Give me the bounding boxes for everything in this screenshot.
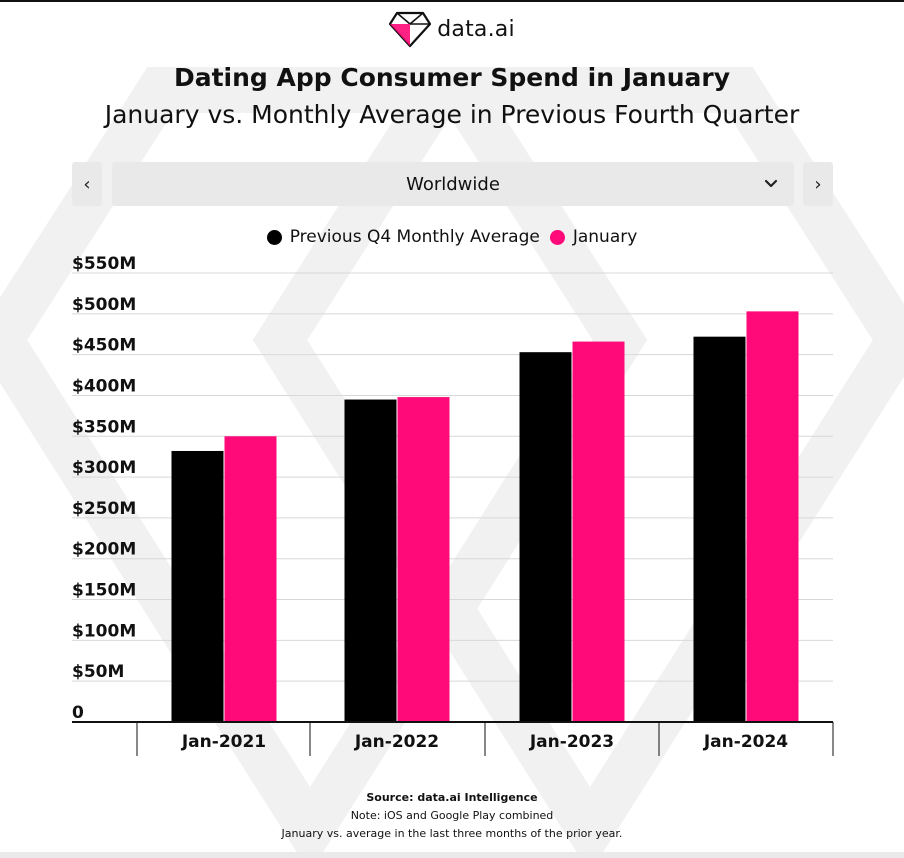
bar [171,450,224,722]
y-tick-label: $150M [72,581,136,601]
region-label: Worldwide [406,173,500,195]
chevron-left-icon: ‹ [83,173,91,195]
brand-header: data.ai [0,10,904,48]
legend-label-q4: Previous Q4 Monthly Average [289,227,540,247]
legend-item-january[interactable]: January [549,227,638,247]
bar [519,352,572,722]
bar [224,436,277,722]
bar [746,311,799,722]
region-dropdown[interactable]: Worldwide [112,162,794,206]
y-tick-label: $50M [72,662,124,682]
bar-chart: 0 $50M $100M $150M $200M $250M $300M $350M $400M… [72,254,834,756]
x-tick-label: Jan-2022 [354,732,439,752]
y-tick-label: $500M [72,295,136,315]
note-definition: January vs. average in the last three mo… [281,827,623,840]
y-tick-label: $400M [72,376,136,396]
chart-subtitle: January vs. Monthly Average in Previous … [104,100,800,129]
top-border [0,0,904,2]
brand-name: data.ai [437,16,515,42]
bottom-bar [0,852,904,858]
y-tick-label: 0 [72,703,84,723]
y-tick-label: $450M [72,336,136,356]
chart-title: Dating App Consumer Spend in January [173,63,730,92]
bar [572,341,625,722]
chevron-right-icon: › [814,173,822,195]
y-tick-label: $350M [72,417,136,437]
legend-item-q4[interactable]: Previous Q4 Monthly Average [266,227,540,247]
x-tick-label: Jan-2024 [703,732,788,752]
source-text: Source: data.ai Intelligence [366,791,538,804]
legend-swatch-january [549,229,565,245]
chart-legend: Previous Q4 Monthly Average January [0,227,904,247]
y-tick-label: $550M [72,254,136,274]
bar [344,399,397,722]
y-tick-label: $300M [72,458,136,478]
bar [693,336,746,722]
y-tick-label: $200M [72,540,136,560]
note-platforms: Note: iOS and Google Play combined [350,809,554,822]
y-tick-label: $250M [72,499,136,519]
bar [397,397,450,722]
x-tick-label: Jan-2023 [529,732,614,752]
legend-label-january: January [572,227,638,247]
previous-button[interactable]: ‹ [72,162,102,206]
next-button[interactable]: › [803,162,833,206]
diamond-logo-icon [389,11,432,48]
legend-swatch-q4 [266,229,282,245]
x-tick-label: Jan-2021 [181,732,266,752]
chevron-down-icon [764,179,778,188]
y-tick-label: $100M [72,621,136,641]
